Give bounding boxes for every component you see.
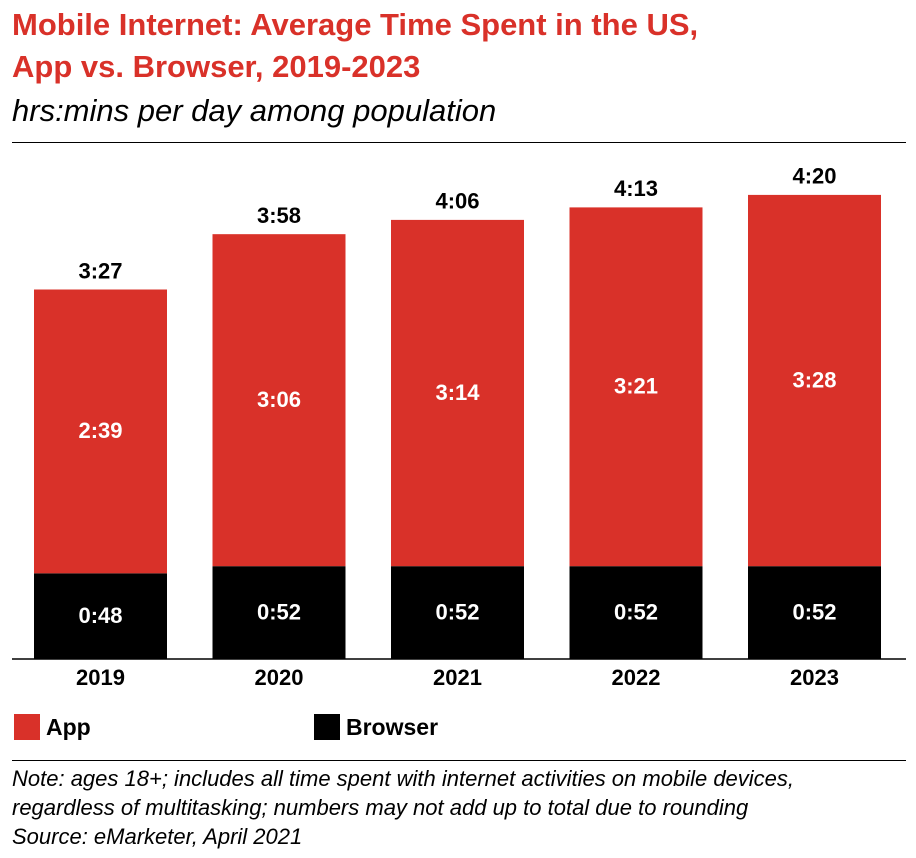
legend-app: App [14,712,91,742]
label-app-2019: 2:39 [78,418,122,443]
footnotes: Note: ages 18+; includes all time spent … [12,764,912,851]
label-total-2020: 3:58 [257,203,301,228]
legend-browser: Browser [314,712,438,742]
legend-browser-swatch [314,714,340,740]
label-browser-2021: 0:52 [435,599,479,624]
label-browser-2020: 0:52 [257,599,301,624]
note-line-2: regardless of multitasking; numbers may … [12,795,749,820]
chart-title-line2: App vs. Browser, 2019-2023 [12,49,421,84]
bar-browser-2021 [391,566,524,659]
chart-title-line1: Mobile Internet: Average Time Spent in t… [12,7,699,42]
label-app-2020: 3:06 [257,387,301,412]
bar-browser-2019 [34,573,167,659]
bar-browser-2022 [569,566,703,659]
bottom-divider [12,760,906,761]
bar-app-2023 [748,194,881,567]
label-browser-2022: 0:52 [614,599,658,624]
chart-subtitle: hrs:mins per day among population [12,93,497,128]
labels-layer: 0:48 2:39 3:27 2019 0:52 3:06 3:58 2020 0:52 3:14… [76,164,839,690]
x-tick-2020: 2020 [255,665,304,690]
bar-app-2019 [34,289,167,574]
bar-app-2021 [391,219,524,567]
top-divider [12,142,906,143]
x-tick-2023: 2023 [790,665,839,690]
label-total-2023: 4:20 [792,164,836,189]
label-app-2023: 3:28 [792,367,836,392]
note-line-1: Note: ages 18+; includes all time spent … [12,766,795,791]
bar-app-2020 [212,234,346,567]
source-line: Source: eMarketer, April 2021 [12,824,303,849]
label-app-2021: 3:14 [435,380,480,405]
x-tick-2019: 2019 [76,665,125,690]
label-app-2022: 3:21 [614,374,658,399]
x-tick-2022: 2022 [612,665,661,690]
legend-app-label: App [46,713,91,740]
label-total-2022: 4:13 [614,176,658,201]
bar-app-2022 [569,207,703,567]
legend-browser-label: Browser [346,713,439,740]
bars-layer [34,194,881,659]
stacked-bar-chart: 0:48 2:39 3:27 2019 0:52 3:06 3:58 2020 0:52 3:14… [12,164,906,690]
label-total-2019: 3:27 [78,258,122,283]
legend-app-swatch [14,714,40,740]
bar-browser-2023 [748,566,881,659]
label-total-2021: 4:06 [435,189,479,214]
bar-browser-2020 [212,566,346,659]
x-tick-2021: 2021 [433,665,482,690]
label-browser-2023: 0:52 [792,599,836,624]
chart-title: Mobile Internet: Average Time Spent in t… [12,4,912,88]
label-browser-2019: 0:48 [78,603,122,628]
